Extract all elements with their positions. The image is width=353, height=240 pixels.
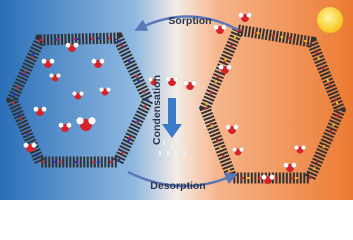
droplets [158,140,186,156]
hydrogen-atom [23,142,29,148]
droplet [158,150,162,156]
body: Sorption Condensation Desorption (() => … [0,0,353,200]
hydrogen-atom [239,147,244,152]
hydrogen-atom [88,117,96,125]
hydrogen-atom [155,77,160,82]
desorption-arrow [127,170,238,188]
hydrogen-atom [99,87,104,92]
hydrogen-atom [76,117,84,125]
hydrogen-atom [269,174,275,180]
water-molecule [58,122,72,132]
hydrogen-atom [72,91,77,96]
water-molecule [76,117,96,131]
hydrogen-atom [226,64,232,70]
droplet [162,140,166,146]
condensation-label: Condensation [151,75,163,145]
droplet [170,144,174,150]
hydrogen-atom [31,142,37,148]
hydrogen-atom [91,58,97,64]
hydrogen-atom [79,91,84,96]
hydrogen-atom [148,77,153,82]
hydrogen-atom [49,58,55,64]
water-molecule [23,142,37,152]
framework-left [5,32,155,168]
hydrogen-atom [66,122,72,128]
hydrogen-atom [173,76,179,82]
hydrogen-atom [283,162,289,168]
hydrogen-atom [261,174,267,180]
water-molecule [99,87,111,96]
water-molecule [261,174,275,184]
sorption-arrow [134,15,239,32]
water-molecule [183,80,197,90]
hydrogen-atom [49,73,54,78]
water-molecule [225,124,239,134]
water-molecule [72,91,84,100]
hydrogen-atom [238,12,244,18]
hydrogen-atom [294,145,299,150]
sun [317,7,343,33]
water-molecule [213,24,227,34]
droplet [174,150,178,156]
hydrogen-atom [56,73,61,78]
hydrogen-atom [73,42,79,48]
hydrogen-atom [41,106,47,112]
hydrogen-atom [165,76,171,82]
water-molecule [33,106,47,116]
desorption-label: Desorption [150,180,205,192]
water-molecule [41,58,55,68]
water-molecule [165,76,179,86]
hydrogen-atom [221,24,227,30]
hydrogen-atom [218,64,224,70]
water-molecule [65,42,79,52]
water-molecule [232,147,244,156]
background [0,0,353,200]
hydrogen-atom [99,58,105,64]
hydrogen-atom [246,12,252,18]
graphical-abstract: Sorption Condensation Desorption [0,0,353,200]
hydrogen-atom [33,106,39,112]
sorption-label: Sorption [168,15,211,27]
water-molecule [148,77,160,86]
water-molecule [294,145,306,154]
framework-right-oxygen [203,28,342,179]
water-molecules [23,12,306,184]
condensation-arrow-shaft [168,98,176,126]
page: {"labels": {"sorption": "Sorption", "con… [0,0,353,200]
water-molecule [49,73,61,82]
hydrogen-atom [106,87,111,92]
hydrogen-atom [183,80,189,86]
droplet [178,140,182,146]
hydrogen-atom [58,122,64,128]
hydrogen-atom [233,124,239,130]
hydrogen-atom [232,147,237,152]
hydrogen-atom [213,24,219,30]
water-molecule [238,12,252,22]
hydrogen-atom [65,42,71,48]
droplet [166,150,170,156]
hydrogen-atom [225,124,231,130]
water-molecule [283,162,297,172]
hydrogen-atom [41,58,47,64]
condensation-arrow-head [162,124,182,138]
water-molecule [91,58,105,68]
water-molecule [218,64,232,74]
droplet [182,150,186,156]
hydrogen-atom [191,80,197,86]
hydrogen-atom [301,145,306,150]
hydrogen-atom [291,162,297,168]
